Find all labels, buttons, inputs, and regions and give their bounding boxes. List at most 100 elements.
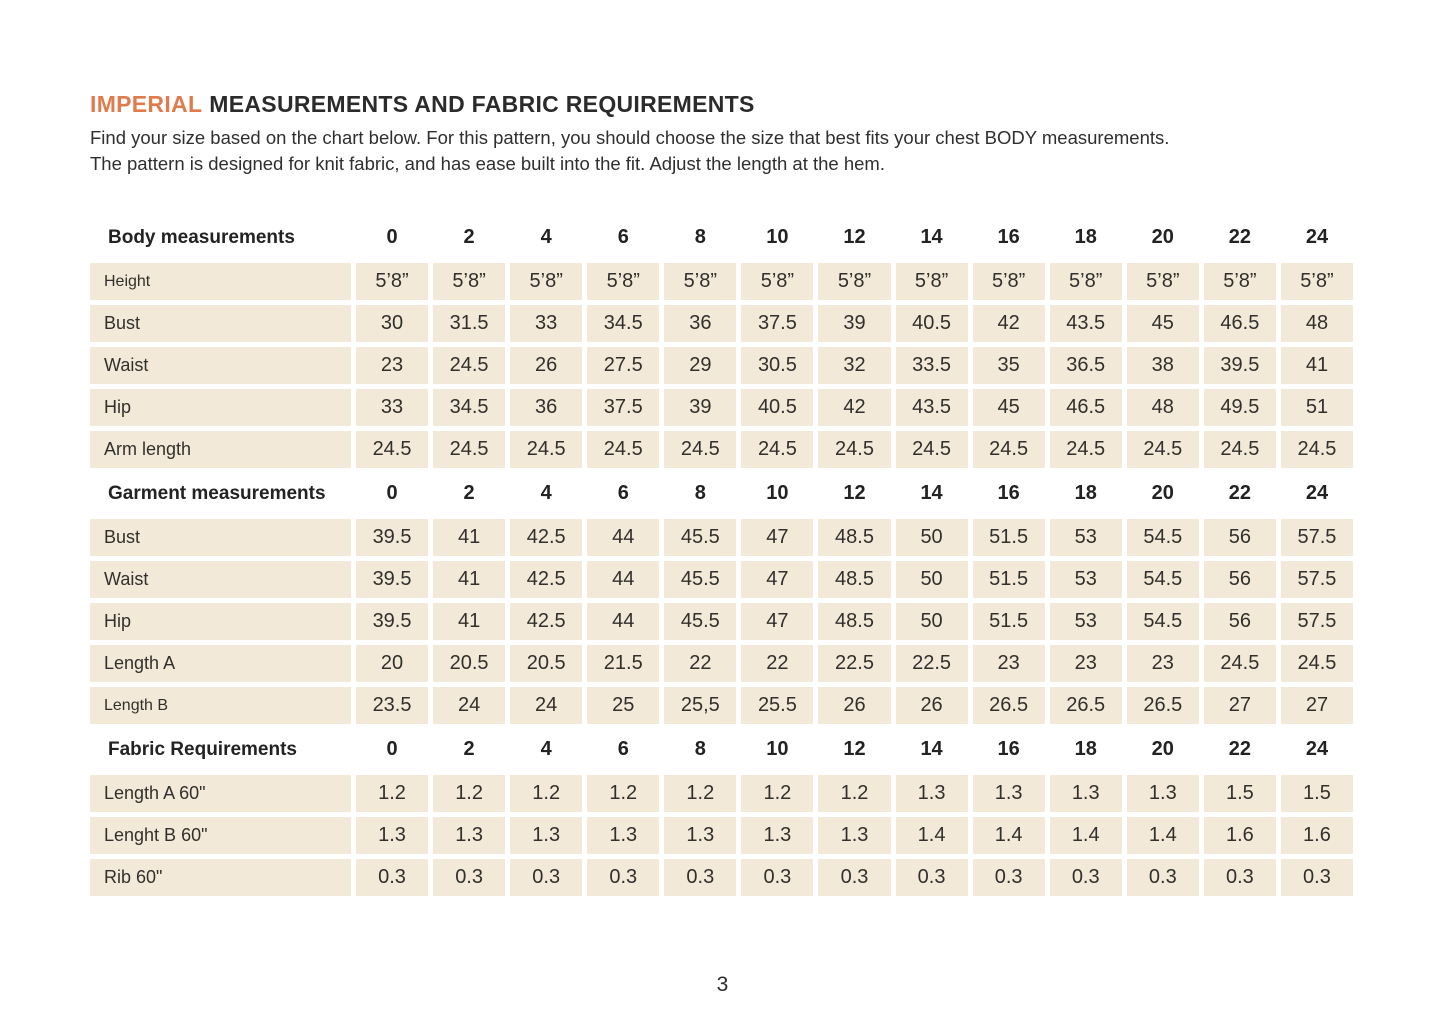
value-cell: 5’8” xyxy=(587,263,660,301)
value-cell: 48.5 xyxy=(818,603,891,641)
size-column-header: 16 xyxy=(997,226,1020,249)
value-cell: 24.5 xyxy=(433,347,506,385)
size-column-header: 24 xyxy=(1305,482,1329,505)
table-row: Length B 23.5 24 24 25 25,5 25.5 26 26 26.5 26.5 26… xyxy=(90,687,1353,725)
value-cell: 21.5 xyxy=(587,645,660,683)
section-header-row: Garment measurements 0 2 4 6 8 10 12 14 16 18 20 22 2… xyxy=(90,473,1353,514)
value-cell: 1.3 xyxy=(1126,775,1199,813)
value-cell: 53 xyxy=(1049,561,1122,599)
page-title-highlight: IMPERIAL xyxy=(90,91,203,117)
value-cell: 23 xyxy=(1049,645,1122,683)
value-cell: 43.5 xyxy=(895,389,968,427)
row-label: Bust xyxy=(90,519,351,557)
value-cell: 25.5 xyxy=(741,687,814,725)
value-cell: 0.3 xyxy=(664,859,737,897)
value-cell: 35 xyxy=(972,347,1045,385)
value-cell: 57.5 xyxy=(1280,519,1353,557)
size-column-header: 14 xyxy=(920,738,943,761)
value-cell: 39.5 xyxy=(356,519,429,557)
size-column-header: 12 xyxy=(843,738,866,761)
value-cell: 1.4 xyxy=(1126,817,1199,855)
value-cell: 36.5 xyxy=(1049,347,1122,385)
size-column-header: 0 xyxy=(386,226,398,249)
size-column-header: 2 xyxy=(463,226,475,249)
row-label: Waist xyxy=(90,561,351,599)
size-column-header: 10 xyxy=(766,226,789,249)
value-cell: 5’8” xyxy=(972,263,1045,301)
value-cell: 24.5 xyxy=(741,431,814,469)
value-cell: 31.5 xyxy=(433,305,506,343)
value-cell: 1.3 xyxy=(356,817,429,855)
value-cell: 45.5 xyxy=(664,603,737,641)
value-cell: 24.5 xyxy=(433,431,506,469)
table-row: Waist 39.5 41 42.5 44 45.5 47 48.5 50 51.5 53 54.5 5… xyxy=(90,561,1353,599)
value-cell: 39 xyxy=(664,389,737,427)
size-column-header: 8 xyxy=(694,482,706,505)
value-cell: 0.3 xyxy=(972,859,1045,897)
value-cell: 47 xyxy=(741,603,814,641)
size-column-header: 2 xyxy=(463,738,475,761)
value-cell: 26 xyxy=(818,687,891,725)
row-label: Lenght B 60" xyxy=(90,817,351,855)
value-cell: 49.5 xyxy=(1203,389,1276,427)
value-cell: 36 xyxy=(510,389,583,427)
row-label: Length A xyxy=(90,645,351,683)
value-cell: 44 xyxy=(587,561,660,599)
size-column-header: 18 xyxy=(1074,226,1097,249)
size-column-header: 20 xyxy=(1151,226,1174,249)
value-cell: 20 xyxy=(356,645,429,683)
value-cell: 41 xyxy=(433,519,506,557)
value-cell: 25 xyxy=(587,687,660,725)
value-cell: 1.3 xyxy=(510,817,583,855)
value-cell: 41 xyxy=(1280,347,1353,385)
intro-line-1: Find your size based on the chart below.… xyxy=(90,127,1170,149)
value-cell: 27 xyxy=(1203,687,1276,725)
value-cell: 0.3 xyxy=(356,859,429,897)
value-cell: 57.5 xyxy=(1280,561,1353,599)
value-cell: 48.5 xyxy=(818,561,891,599)
value-cell: 22 xyxy=(741,645,814,683)
size-column-header: 6 xyxy=(617,226,629,249)
value-cell: 50 xyxy=(895,561,968,599)
value-cell: 54.5 xyxy=(1126,519,1199,557)
value-cell: 39.5 xyxy=(356,603,429,641)
value-cell: 39.5 xyxy=(356,561,429,599)
value-cell: 5’8” xyxy=(1203,263,1276,301)
value-cell: 1.3 xyxy=(664,817,737,855)
value-cell: 1.4 xyxy=(1049,817,1122,855)
value-cell: 0.3 xyxy=(895,859,968,897)
table-row: Rib 60" 0.3 0.3 0.3 0.3 0.3 0.3 0.3 0.3 0.3 0.3 0.3… xyxy=(90,859,1353,897)
value-cell: 56 xyxy=(1203,561,1276,599)
value-cell: 20.5 xyxy=(510,645,583,683)
value-cell: 44 xyxy=(587,519,660,557)
value-cell: 1.2 xyxy=(356,775,429,813)
value-cell: 45 xyxy=(972,389,1045,427)
value-cell: 23 xyxy=(972,645,1045,683)
section-header-label: Fabric Requirements xyxy=(108,738,297,760)
size-column-header: 16 xyxy=(997,738,1020,761)
value-cell: 45 xyxy=(1126,305,1199,343)
value-cell: 27.5 xyxy=(587,347,660,385)
value-cell: 24 xyxy=(433,687,506,725)
row-label: Waist xyxy=(90,347,351,385)
size-column-header: 0 xyxy=(386,738,398,761)
value-cell: 24.5 xyxy=(1049,431,1122,469)
value-cell: 41 xyxy=(433,603,506,641)
value-cell: 24.5 xyxy=(818,431,891,469)
value-cell: 44 xyxy=(587,603,660,641)
value-cell: 1.2 xyxy=(664,775,737,813)
value-cell: 34.5 xyxy=(587,305,660,343)
value-cell: 25,5 xyxy=(664,687,737,725)
value-cell: 32 xyxy=(818,347,891,385)
value-cell: 1.2 xyxy=(818,775,891,813)
value-cell: 53 xyxy=(1049,603,1122,641)
intro-paragraph: Find your size based on the chart below.… xyxy=(90,125,1353,177)
size-column-header: 0 xyxy=(386,482,398,505)
value-cell: 5’8” xyxy=(818,263,891,301)
value-cell: 1.2 xyxy=(510,775,583,813)
value-cell: 1.2 xyxy=(741,775,814,813)
value-cell: 23 xyxy=(1126,645,1199,683)
row-label: Hip xyxy=(90,603,351,641)
value-cell: 51 xyxy=(1280,389,1353,427)
value-cell: 26 xyxy=(895,687,968,725)
